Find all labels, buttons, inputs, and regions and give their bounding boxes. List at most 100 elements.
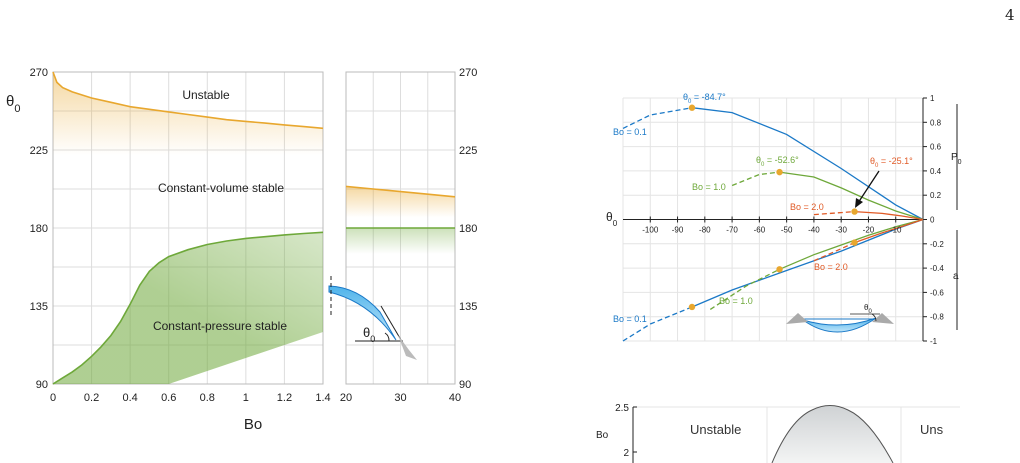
y-tick-label: -1 (930, 337, 938, 346)
curve-upper-bo-1-0 (779, 171, 924, 221)
wall-wedge-icon (398, 335, 417, 360)
y-tick-label: -0.8 (930, 313, 944, 322)
y-tick-label: -0.2 (930, 240, 944, 249)
x-tick-label: 0.8 (200, 392, 215, 404)
max-angle-label-bo-2-0: θ0 = -25.1° (870, 156, 913, 169)
constant-pressure-region-fill (346, 228, 455, 254)
series-label-bo-1-0: Bo = 1.0 (692, 182, 726, 192)
curve-upper-bo-2-0 (854, 210, 924, 221)
x-tick-label: 1.2 (277, 392, 292, 404)
y-tick-label: 180 (459, 223, 477, 235)
y-tick-label: 270 (459, 67, 477, 79)
x-tick-label: 40 (449, 392, 461, 404)
region-label-unstable-right: Uns (920, 422, 944, 437)
x-tick-label: -60 (754, 226, 766, 235)
constant-pressure-boundary-line (52, 231, 324, 385)
y-tick-label: 0.8 (930, 118, 942, 127)
y-axis-label: Bo (596, 430, 609, 441)
x-tick-label: 0.2 (84, 392, 99, 404)
region-label-constant-pressure: Constant-pressure stable (153, 319, 287, 333)
region-label-constant-volume: Constant-volume stable (158, 181, 284, 195)
y-tick-label: 90 (459, 379, 471, 391)
x-tick-label: -100 (642, 226, 659, 235)
y-tick-label: 2.5 (615, 403, 629, 414)
inset-theta-label: θ0 (864, 303, 872, 315)
y-tick-label: 225 (459, 145, 477, 157)
max-angle-label-bo-1-0: θ0 = -52.6° (756, 155, 799, 168)
y-tick-label: 0.2 (930, 191, 942, 200)
x-tick-label: 1 (243, 392, 249, 404)
angle-arc (871, 313, 877, 322)
x-axis-label: Bo (244, 416, 262, 433)
x-axis-label: θ0 (606, 210, 618, 228)
y-axis-label: θ0 (6, 93, 20, 115)
region-label-unstable: Unstable (182, 88, 230, 102)
angle-arc (384, 332, 390, 342)
region-label-unstable-left: Unstable (690, 422, 741, 437)
unstable-boundary-line (345, 185, 456, 198)
series-label-bo-2-0: Bo = 2.0 (790, 202, 824, 212)
marker-bo-1-0 (776, 266, 783, 273)
y-tick-label: 1 (930, 94, 935, 103)
annotation-arrow-head (855, 198, 863, 208)
x-tick-label: 30 (394, 392, 406, 404)
series-label-lower-bo-2-0: Bo = 2.0 (814, 262, 848, 272)
curve-upper-dashed-bo-1-0 (731, 171, 780, 187)
x-tick-label: -50 (781, 226, 793, 235)
max-angle-label-bo-0-1: θ0 = -84.7° (683, 92, 726, 105)
x-tick-label: -30 (835, 226, 847, 235)
y-tick-label: 0.6 (930, 143, 942, 152)
curve-upper-bo-0-1 (691, 107, 924, 221)
y-tick-label: 180 (30, 223, 48, 235)
inset-theta-label: θ0 (363, 325, 375, 344)
marker-bo-0-1 (688, 104, 696, 111)
bubble-shape (802, 317, 877, 333)
y-tick-label: 270 (30, 67, 48, 79)
y-tick-label: 2 (623, 448, 629, 459)
x-tick-label: -70 (726, 226, 738, 235)
x-tick-label: 20 (340, 392, 352, 404)
y-tick-label: 135 (459, 301, 477, 313)
a-label: a (953, 271, 959, 282)
x-tick-label: -10 (890, 226, 902, 235)
left-wedge-icon (786, 313, 808, 324)
marker-bo-2-0 (851, 239, 858, 246)
marker-bo-2-0 (851, 208, 858, 215)
p0-label: P0 (951, 152, 962, 166)
x-tick-label: 0.6 (161, 392, 176, 404)
y-tick-label: 0.4 (930, 167, 942, 176)
curve-lower-dashed-bo-2-0 (813, 242, 855, 262)
series-label-lower-bo-0-1: Bo = 0.1 (613, 314, 647, 324)
x-tick-label: 1.4 (315, 392, 330, 404)
curve-lower-dashed-bo-0-1 (622, 306, 693, 342)
stability-boundary-line (771, 405, 894, 463)
y-tick-label: -0.4 (930, 264, 944, 273)
curve-upper-dashed-bo-0-1 (622, 107, 693, 129)
plot-frame (52, 71, 324, 385)
x-tick-label: -80 (699, 226, 711, 235)
marker-bo-1-0 (776, 168, 783, 176)
constant-pressure-region-fill (53, 232, 323, 384)
y-tick-label: 135 (30, 301, 48, 313)
droplet-shape (328, 285, 397, 341)
x-tick-label: -40 (808, 226, 820, 235)
series-label-bo-0-1: Bo = 0.1 (613, 127, 647, 137)
x-tick-label: 0 (50, 392, 56, 404)
marker-bo-0-1 (688, 303, 696, 311)
y-tick-label: 225 (30, 145, 48, 157)
x-tick-label: -90 (672, 226, 684, 235)
y-tick-label: 0 (930, 216, 935, 225)
x-tick-label: 0.4 (122, 392, 137, 404)
curve-upper-dashed-bo-2-0 (813, 210, 855, 216)
page-number: 4 (1005, 6, 1015, 24)
annotation-arrow-line (857, 170, 880, 204)
curve-lower-dashed-bo-1-0 (709, 268, 780, 310)
unstable-boundary-line (52, 71, 324, 130)
right-wedge-icon (872, 313, 894, 324)
series-label-lower-bo-1-0: Bo = 1.0 (719, 296, 753, 306)
y-tick-label: 90 (36, 379, 48, 391)
y-tick-label: -0.6 (930, 288, 944, 297)
stable-region-fill (772, 405, 893, 463)
unstable-region-fill (53, 72, 323, 156)
